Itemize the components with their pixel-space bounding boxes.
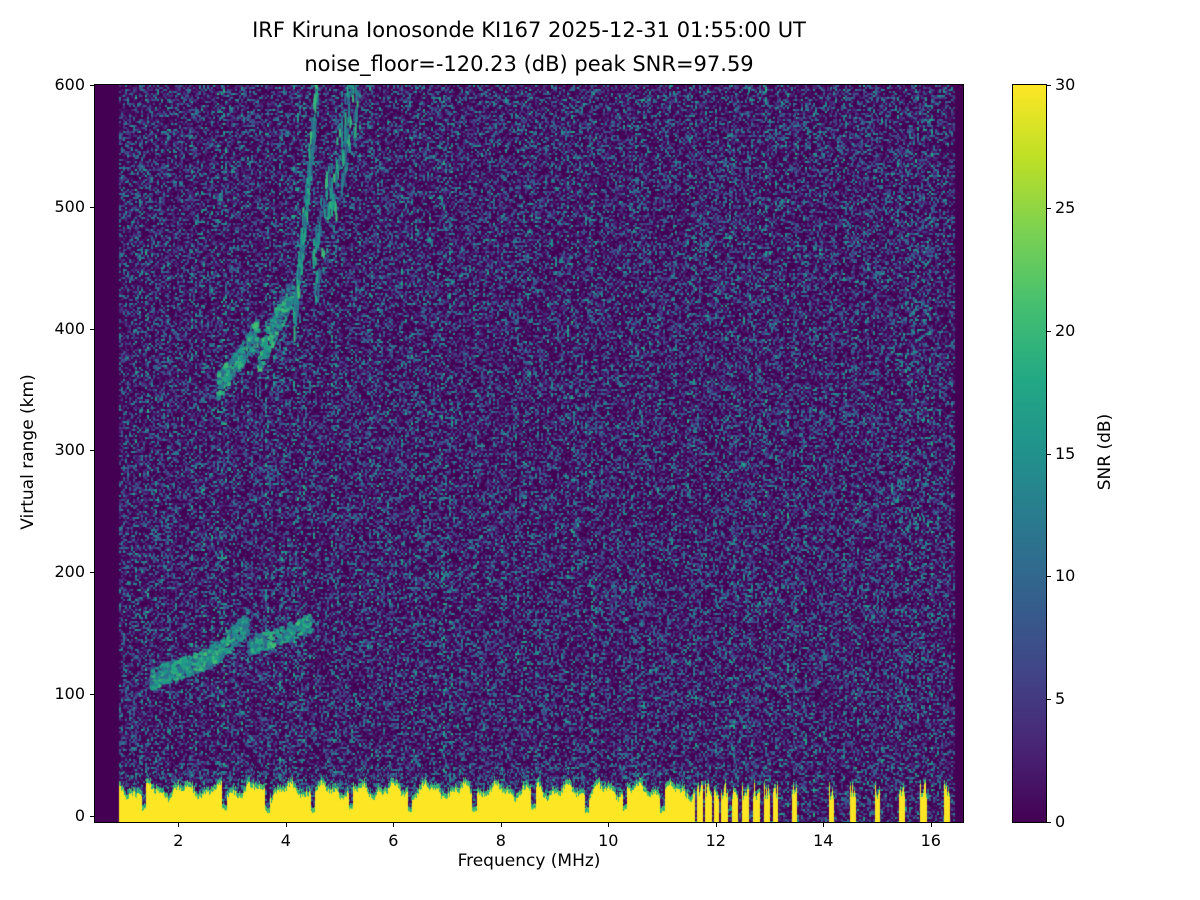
y-tick-label: 400: [54, 318, 85, 338]
colorbar-tick-label: 30: [1055, 75, 1076, 94]
y-tick-mark: [90, 815, 94, 817]
plot-area: [94, 84, 964, 823]
colorbar-tick-label: 15: [1055, 443, 1076, 463]
y-axis-label: Virtual range (km): [18, 374, 38, 530]
colorbar-tick-label: 5: [1055, 689, 1066, 709]
y-tick-label: 0: [74, 805, 85, 825]
x-tick-label: 10: [598, 831, 619, 850]
x-tick-mark: [608, 823, 610, 827]
x-tick-mark: [178, 823, 180, 827]
chart-title-line1: IRF Kiruna Ionosonde KI167 2025-12-31 01…: [252, 18, 806, 42]
x-tick-mark: [393, 823, 395, 827]
colorbar-tick-label: 10: [1055, 566, 1076, 586]
colorbar-tick-label: 20: [1055, 320, 1076, 340]
x-tick-label: 14: [813, 831, 834, 850]
colorbar-tick-label: 0: [1055, 812, 1066, 831]
colorbar-label: SNR (dB): [1095, 413, 1115, 491]
colorbar-tick-mark: [1047, 822, 1051, 823]
x-tick-mark: [500, 823, 502, 827]
y-tick-mark: [90, 450, 94, 452]
x-tick-label: 6: [388, 831, 399, 850]
x-tick-label: 8: [495, 831, 506, 850]
ionogram-heatmap-canvas: [95, 85, 963, 822]
y-tick-label: 100: [54, 684, 85, 704]
y-tick-label: 300: [54, 440, 85, 460]
colorbar-tick-mark: [1047, 85, 1051, 86]
x-tick-mark: [715, 823, 717, 827]
chart-title-line2: noise_floor=-120.23 (dB) peak SNR=97.59: [304, 52, 754, 76]
x-tick-mark: [930, 823, 932, 827]
colorbar-tick-mark: [1047, 576, 1051, 578]
x-tick-label: 12: [705, 831, 726, 850]
x-tick-mark: [823, 823, 825, 827]
colorbar-tick-label: 25: [1055, 197, 1076, 217]
y-tick-mark: [90, 694, 94, 696]
colorbar-gradient: [1012, 84, 1047, 823]
x-tick-label: 4: [280, 831, 291, 850]
colorbar-tick-mark: [1047, 330, 1051, 332]
y-tick-mark: [90, 85, 94, 86]
x-tick-label: 16: [920, 831, 941, 850]
y-tick-label: 600: [54, 75, 85, 94]
colorbar-tick-mark: [1047, 699, 1051, 701]
y-tick-label: 500: [54, 196, 85, 216]
y-tick-mark: [90, 572, 94, 574]
y-tick-mark: [90, 206, 94, 208]
x-axis-label: Frequency (MHz): [457, 851, 601, 871]
x-tick-mark: [285, 823, 287, 827]
x-tick-label: 2: [173, 831, 184, 850]
colorbar-tick-mark: [1047, 453, 1051, 455]
y-tick-label: 200: [54, 562, 85, 582]
colorbar-tick-mark: [1047, 207, 1051, 209]
y-tick-mark: [90, 328, 94, 330]
